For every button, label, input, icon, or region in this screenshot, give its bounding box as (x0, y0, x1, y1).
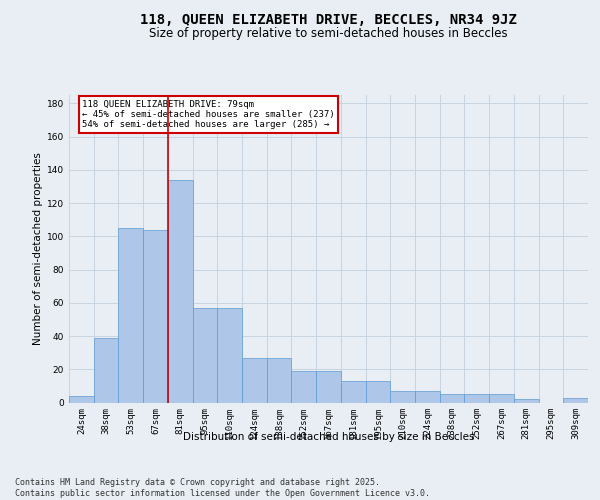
Bar (440, 394, 464, 402)
Bar (514, 399, 539, 402)
Bar (193, 308, 217, 402)
Bar (242, 358, 267, 403)
Bar (217, 308, 242, 402)
Bar (69, 396, 94, 402)
Text: Size of property relative to semi-detached houses in Beccles: Size of property relative to semi-detach… (149, 28, 508, 40)
Bar (341, 381, 365, 402)
Bar (94, 338, 118, 402)
Text: Contains HM Land Registry data © Crown copyright and database right 2025.
Contai: Contains HM Land Registry data © Crown c… (15, 478, 430, 498)
Bar (489, 394, 514, 402)
Bar (292, 371, 316, 402)
Text: 118 QUEEN ELIZABETH DRIVE: 79sqm
← 45% of semi-detached houses are smaller (237): 118 QUEEN ELIZABETH DRIVE: 79sqm ← 45% o… (82, 100, 335, 130)
Bar (415, 391, 440, 402)
Y-axis label: Number of semi-detached properties: Number of semi-detached properties (33, 152, 43, 345)
Bar (464, 394, 489, 402)
Bar (168, 180, 193, 402)
Bar (267, 358, 292, 403)
Bar (563, 398, 588, 402)
Text: Distribution of semi-detached houses by size in Beccles: Distribution of semi-detached houses by … (183, 432, 475, 442)
Bar (316, 371, 341, 402)
Bar (118, 228, 143, 402)
Bar (365, 381, 390, 402)
Text: 118, QUEEN ELIZABETH DRIVE, BECCLES, NR34 9JZ: 118, QUEEN ELIZABETH DRIVE, BECCLES, NR3… (140, 12, 517, 26)
Bar (143, 230, 168, 402)
Bar (390, 391, 415, 402)
